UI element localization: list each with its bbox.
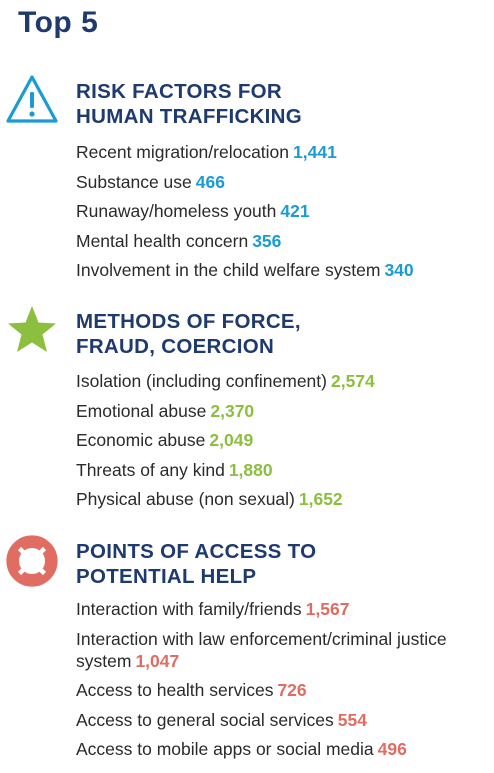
item-value: 466 [195, 171, 225, 192]
list-item: Involvement in the child welfare system 3… [76, 259, 490, 281]
heading-line: POTENTIAL HELP [76, 565, 257, 588]
item-label: Access to general social services [76, 709, 334, 730]
list-item: Access to health services 726 [76, 679, 490, 701]
risk-factor-list: Recent migration/relocation 1,441 Substan… [76, 141, 490, 289]
item-label: Access to health services [76, 680, 274, 701]
warning-triangle-icon [4, 72, 60, 128]
list-item: Substance use 466 [76, 171, 490, 193]
list-item: Physical abuse (non sexual) 1,652 [76, 488, 490, 510]
heading-line: FRAUD, COERCION [76, 335, 275, 358]
access-points-list: Interaction with family/friends 1,567 Int… [76, 598, 490, 768]
section-heading: POINTS OF ACCESS TO POTENTIAL HELP [76, 539, 316, 589]
life-preserver-icon [4, 533, 60, 589]
item-label: Isolation (including confinement) [76, 371, 327, 391]
methods-list: Isolation (including confinement) 2,574 E… [76, 370, 490, 518]
item-label: Runaway/homeless youth [76, 201, 277, 222]
section-heading: METHODS OF FORCE, FRAUD, COERCION [76, 309, 301, 359]
item-value: 726 [277, 680, 307, 701]
item-label: Recent migration/relocation [76, 142, 290, 162]
item-label: Mental health concern [76, 230, 249, 251]
page-title: Top 5 [18, 6, 99, 39]
list-item: Emotional abuse 2,370 [76, 400, 490, 422]
item-label: Threats of any kind [76, 459, 225, 480]
item-value: 421 [280, 201, 310, 222]
list-item: Threats of any kind 1,880 [76, 459, 490, 481]
heading-line: POINTS OF ACCESS TO [76, 540, 317, 563]
item-label: Interaction with law enforcement/crimina… [76, 628, 447, 671]
item-label: Involvement in the child welfare system [76, 260, 381, 281]
item-label: Interaction with family/friends [76, 599, 302, 619]
list-item: Mental health concern 356 [76, 230, 490, 252]
item-value: 2,049 [209, 430, 254, 451]
heading-line: RISK FACTORS FOR [76, 80, 283, 103]
item-value: 1,047 [135, 650, 180, 671]
star-icon [4, 302, 60, 358]
item-value: 1,567 [305, 599, 350, 619]
item-label: Access to mobile apps or social media [76, 739, 374, 760]
item-value: 2,574 [330, 371, 375, 391]
item-value: 356 [252, 230, 282, 251]
list-item: Recent migration/relocation 1,441 [76, 141, 490, 163]
list-item: Isolation (including confinement) 2,574 [76, 370, 490, 392]
item-value: 1,441 [293, 142, 337, 162]
list-item: Access to mobile apps or social media 496 [76, 738, 490, 760]
section-heading: RISK FACTORS FOR HUMAN TRAFFICKING [76, 79, 302, 129]
item-value: 496 [377, 739, 407, 760]
item-value: 2,370 [210, 400, 255, 421]
item-value: 1,652 [298, 489, 343, 510]
heading-line: METHODS OF FORCE, [76, 310, 301, 333]
item-label: Physical abuse (non sexual) [76, 489, 295, 510]
list-item: Economic abuse 2,049 [76, 429, 490, 451]
item-value: 554 [337, 709, 367, 730]
item-value: 1,880 [228, 459, 273, 480]
item-label: Economic abuse [76, 430, 206, 451]
heading-line: HUMAN TRAFFICKING [76, 105, 303, 128]
list-item: Runaway/homeless youth 421 [76, 200, 490, 222]
list-item: Interaction with law enforcement/crimina… [76, 628, 476, 672]
item-label: Substance use [76, 171, 192, 192]
list-item: Interaction with family/friends 1,567 [76, 598, 490, 620]
item-label: Emotional abuse [76, 400, 207, 421]
item-value: 340 [384, 260, 414, 281]
list-item: Access to general social services 554 [76, 709, 490, 731]
